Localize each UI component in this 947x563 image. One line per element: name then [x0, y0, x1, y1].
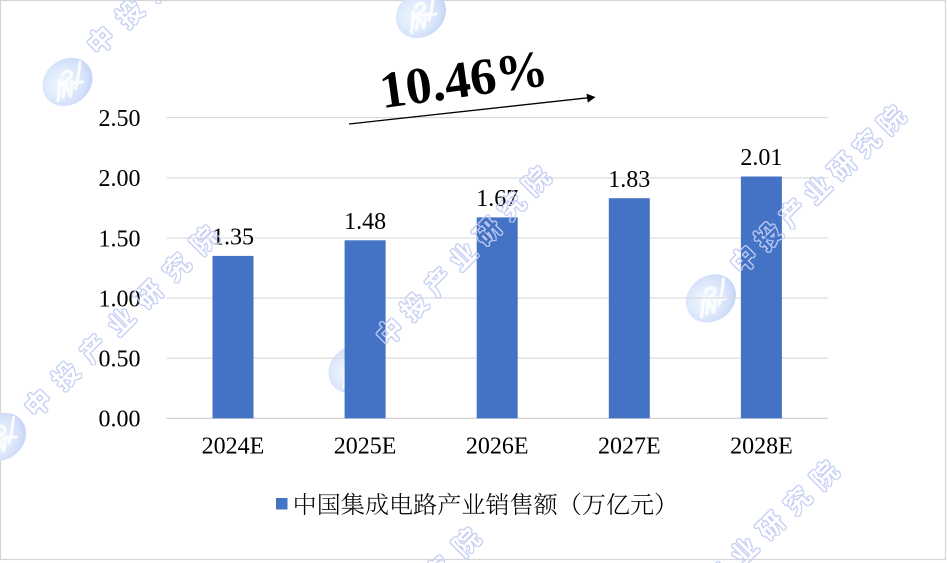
svg-text:2024E: 2024E	[202, 434, 265, 460]
svg-text:1.35: 1.35	[212, 225, 254, 251]
svg-text:1.48: 1.48	[344, 209, 386, 235]
svg-text:1.00: 1.00	[99, 286, 141, 312]
svg-text:2.00: 2.00	[99, 166, 141, 192]
svg-text:2025E: 2025E	[334, 434, 397, 460]
svg-text:2027E: 2027E	[598, 434, 661, 460]
svg-text:2.01: 2.01	[740, 145, 782, 171]
svg-text:0.00: 0.00	[99, 407, 141, 433]
svg-text:0.50: 0.50	[99, 347, 141, 373]
svg-text:1.83: 1.83	[608, 167, 650, 193]
svg-text:2.50: 2.50	[99, 106, 141, 132]
svg-text:1.50: 1.50	[99, 226, 141, 252]
svg-text:2026E: 2026E	[466, 434, 529, 460]
svg-text:2028E: 2028E	[730, 434, 793, 460]
